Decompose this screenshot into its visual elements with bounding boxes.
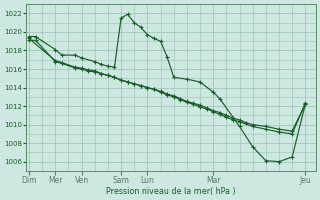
X-axis label: Pression niveau de la mer( hPa ): Pression niveau de la mer( hPa )	[106, 187, 236, 196]
